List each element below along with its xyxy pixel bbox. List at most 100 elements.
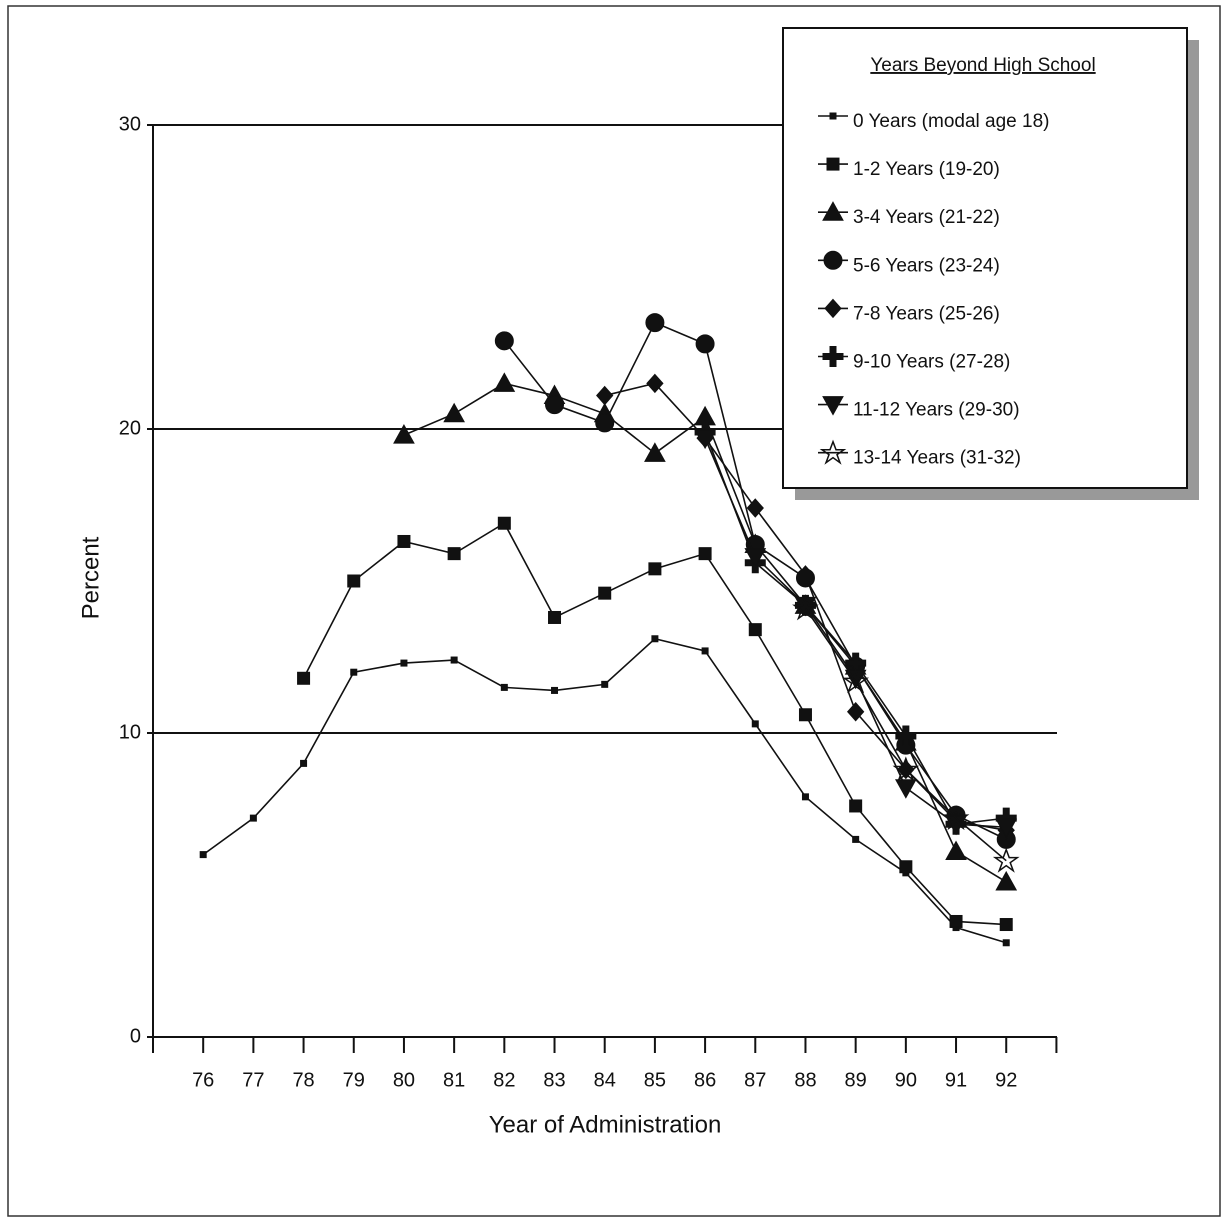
marker <box>824 298 842 319</box>
legend-label: 3-4 Years (21-22) <box>853 207 1000 228</box>
marker <box>450 656 458 664</box>
x-tick-label: 89 <box>845 1069 867 1091</box>
marker <box>995 870 1018 891</box>
marker <box>819 439 847 465</box>
marker <box>829 112 837 120</box>
marker <box>393 424 415 444</box>
x-tick-label: 83 <box>543 1069 565 1091</box>
page-frame <box>7 5 1221 1217</box>
x-tick-label: 91 <box>945 1069 967 1091</box>
marker <box>849 799 863 813</box>
marker <box>992 847 1020 873</box>
marker <box>748 623 762 637</box>
marker <box>350 668 358 676</box>
marker <box>701 647 709 655</box>
marker <box>895 779 917 799</box>
marker <box>493 372 516 392</box>
x-tick-label: 92 <box>995 1069 1017 1091</box>
x-tick-label: 87 <box>744 1069 766 1091</box>
x-axis-title: Year of Administration <box>489 1111 722 1138</box>
marker <box>826 157 840 171</box>
marker <box>792 595 819 621</box>
marker <box>1002 939 1010 947</box>
marker <box>899 860 913 874</box>
marker <box>746 498 764 518</box>
y-tick-label: 0 <box>130 1025 141 1047</box>
x-tick-label: 85 <box>644 1069 666 1091</box>
marker <box>249 814 257 822</box>
y-tick-label: 30 <box>119 113 141 135</box>
legend-label: 7-8 Years (25-26) <box>853 303 1000 324</box>
marker <box>595 413 615 433</box>
marker <box>942 804 970 831</box>
marker <box>545 395 565 415</box>
marker <box>596 385 614 406</box>
marker <box>300 759 308 767</box>
marker <box>447 547 461 561</box>
marker <box>852 835 860 843</box>
marker <box>822 201 844 221</box>
marker <box>999 918 1013 932</box>
legend-label: 1-2 Years (19-20) <box>853 159 1000 180</box>
marker <box>822 396 844 416</box>
marker <box>798 708 812 722</box>
marker <box>892 756 920 782</box>
marker <box>694 429 716 450</box>
y-tick-label: 20 <box>119 417 141 439</box>
marker <box>796 565 815 585</box>
y-tick-label: 10 <box>119 721 141 743</box>
y-axis-title: Percent <box>77 536 104 619</box>
marker <box>846 701 865 722</box>
marker <box>651 635 659 643</box>
x-tick-label: 76 <box>192 1069 214 1091</box>
x-tick-label: 82 <box>493 1069 515 1091</box>
x-tick-label: 81 <box>443 1069 465 1091</box>
marker <box>842 668 870 694</box>
marker <box>644 442 666 462</box>
marker <box>297 671 311 685</box>
legend-label: 11-12 Years (29-30) <box>853 400 1020 421</box>
marker <box>494 331 514 351</box>
legend <box>782 27 1188 489</box>
marker <box>347 574 361 588</box>
marker <box>945 840 967 861</box>
marker <box>497 516 511 530</box>
x-tick-label: 88 <box>794 1069 816 1091</box>
marker <box>822 346 844 367</box>
marker <box>648 562 662 576</box>
marker <box>995 818 1018 839</box>
x-tick-label: 79 <box>343 1069 365 1091</box>
x-tick-label: 78 <box>292 1069 314 1091</box>
marker <box>400 659 408 667</box>
marker <box>751 720 759 728</box>
marker <box>695 334 715 354</box>
legend-label: 0 Years (modal age 18) <box>853 111 1049 132</box>
marker <box>645 313 665 333</box>
legend-label: 5-6 Years (23-24) <box>853 255 1000 276</box>
x-tick-label: 86 <box>694 1069 716 1091</box>
legend-label: 9-10 Years (27-28) <box>853 352 1010 373</box>
marker <box>646 373 664 394</box>
legend-title: Years Beyond High School <box>870 55 1095 76</box>
marker <box>548 610 562 624</box>
marker <box>823 250 843 270</box>
x-tick-label: 77 <box>242 1069 264 1091</box>
x-tick-label: 90 <box>895 1069 917 1091</box>
marker <box>801 793 809 801</box>
marker <box>895 725 917 747</box>
marker <box>443 402 465 423</box>
marker <box>598 586 612 600</box>
marker <box>698 547 712 561</box>
marker <box>199 851 207 859</box>
series-line <box>804 607 1007 862</box>
marker <box>397 534 411 548</box>
x-tick-label: 80 <box>393 1069 415 1091</box>
marker <box>500 683 508 691</box>
marker <box>551 686 559 694</box>
marker <box>744 548 767 568</box>
legend-label: 13-14 Years (31-32) <box>853 448 1021 469</box>
marker <box>949 914 963 928</box>
x-tick-label: 84 <box>594 1069 616 1091</box>
marker <box>601 680 609 688</box>
